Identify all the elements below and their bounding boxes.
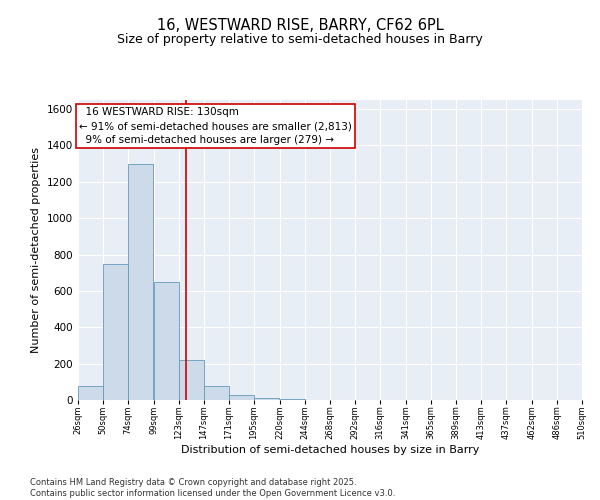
Bar xyxy=(79,386,103,400)
Bar xyxy=(103,264,128,400)
Bar xyxy=(229,394,254,400)
Text: 16 WESTWARD RISE: 130sqm
← 91% of semi-detached houses are smaller (2,813)
  9% : 16 WESTWARD RISE: 130sqm ← 91% of semi-d… xyxy=(79,108,352,146)
Text: Size of property relative to semi-detached houses in Barry: Size of property relative to semi-detach… xyxy=(117,32,483,46)
Bar xyxy=(254,398,278,400)
Bar xyxy=(179,360,203,400)
Bar xyxy=(128,164,152,400)
Bar xyxy=(154,282,179,400)
Bar xyxy=(280,399,305,400)
Text: Contains HM Land Registry data © Crown copyright and database right 2025.
Contai: Contains HM Land Registry data © Crown c… xyxy=(30,478,395,498)
Text: 16, WESTWARD RISE, BARRY, CF62 6PL: 16, WESTWARD RISE, BARRY, CF62 6PL xyxy=(157,18,443,32)
Y-axis label: Number of semi-detached properties: Number of semi-detached properties xyxy=(31,147,41,353)
X-axis label: Distribution of semi-detached houses by size in Barry: Distribution of semi-detached houses by … xyxy=(181,445,479,455)
Bar xyxy=(205,386,229,400)
